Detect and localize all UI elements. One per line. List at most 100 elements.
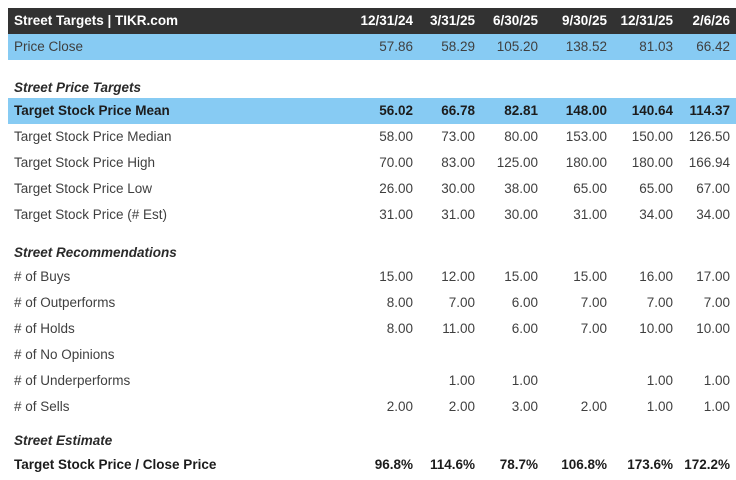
cell-value: 106.8% (561, 457, 607, 473)
row-target-price-high: Target Stock Price High 70.00 83.00 125.… (8, 150, 736, 176)
cell-value: 31.00 (573, 207, 607, 223)
cell-value: 148.00 (544, 98, 613, 124)
spacer (8, 420, 736, 430)
cell-value: 81.03 (613, 34, 679, 60)
cell-value: 16.00 (639, 269, 673, 285)
cell-value (679, 342, 736, 368)
cell-value: 1.00 (703, 373, 730, 389)
cell-value: 6.00 (511, 295, 538, 311)
cell-value: 7.00 (703, 295, 730, 311)
column-header-4: 9/30/25 (544, 8, 613, 34)
cell-value: 1.00 (448, 373, 475, 389)
cell-value (349, 342, 419, 368)
column-header-5: 12/31/25 (613, 8, 679, 34)
row-num-outperforms: # of Outperforms 8.00 7.00 6.00 7.00 7.0… (8, 290, 736, 316)
cell-value: 105.20 (481, 34, 544, 60)
row-target-price-low: Target Stock Price Low 26.00 30.00 38.00… (8, 176, 736, 202)
column-header-3: 6/30/25 (481, 8, 544, 34)
financials-table: Street Targets | TIKR.com 12/31/24 3/31/… (8, 8, 736, 478)
column-header-1: 12/31/24 (349, 8, 419, 34)
cell-value: 31.00 (379, 207, 413, 223)
cell-value: 17.00 (696, 269, 730, 285)
cell-value: 70.00 (379, 155, 413, 171)
cell-value: 78.7% (499, 457, 538, 473)
cell-value: 65.00 (639, 181, 673, 197)
cell-value: 1.00 (511, 373, 538, 389)
row-label: Target Stock Price Median (14, 129, 172, 145)
cell-value: 1.00 (646, 373, 673, 389)
row-label: Target Stock Price (# Est) (14, 207, 168, 223)
column-header-6: 2/6/26 (679, 8, 736, 34)
cell-value: 57.86 (349, 34, 419, 60)
cell-value: 34.00 (696, 207, 730, 223)
cell-value: 67.00 (696, 181, 730, 197)
cell-value: 138.52 (544, 34, 613, 60)
cell-value: 7.00 (580, 321, 607, 337)
cell-value: 26.00 (379, 181, 413, 197)
row-label: Target Stock Price Low (14, 181, 153, 197)
cell-value: 2.00 (580, 399, 607, 415)
cell-value: 30.00 (441, 181, 475, 197)
cell-value: 80.00 (504, 129, 538, 145)
cell-value: 8.00 (386, 321, 413, 337)
cell-value: 150.00 (631, 129, 673, 145)
cell-value: 10.00 (696, 321, 730, 337)
cell-value: 82.81 (481, 98, 544, 124)
cell-value: 12.00 (441, 269, 475, 285)
spacer (8, 60, 736, 78)
cell-value: 96.8% (374, 457, 413, 473)
row-label: Target Stock Price Mean (8, 98, 349, 124)
cell-value: 58.00 (379, 129, 413, 145)
row-num-underperforms: # of Underperforms 1.00 1.00 1.00 1.00 (8, 368, 736, 394)
table-title: Street Targets | TIKR.com (8, 8, 349, 34)
row-label: # of Buys (14, 269, 71, 285)
cell-value: 15.00 (573, 269, 607, 285)
cell-value: 66.42 (679, 34, 736, 60)
cell-value: 66.78 (419, 98, 481, 124)
cell-value: 114.6% (429, 457, 475, 473)
cell-value: 7.00 (646, 295, 673, 311)
cell-value: 73.00 (441, 129, 475, 145)
cell-value: 8.00 (386, 295, 413, 311)
cell-value: 180.00 (631, 155, 673, 171)
row-target-price-num-est: Target Stock Price (# Est) 31.00 31.00 3… (8, 202, 736, 228)
cell-value (419, 342, 481, 368)
cell-value: 140.64 (613, 98, 679, 124)
section-heading-street-estimate: Street Estimate (14, 433, 113, 449)
row-label: Target Stock Price High (14, 155, 156, 171)
cell-value: 15.00 (504, 269, 538, 285)
cell-value: 38.00 (504, 181, 538, 197)
cell-value: 31.00 (441, 207, 475, 223)
cell-value: 3.00 (511, 399, 538, 415)
cell-value (613, 342, 679, 368)
section-heading-street-recommendations: Street Recommendations (14, 245, 177, 261)
row-label: Price Close (8, 34, 349, 60)
spacer (8, 228, 736, 242)
row-price-close: Price Close 57.86 58.29 105.20 138.52 81… (8, 34, 736, 60)
cell-value: 7.00 (580, 295, 607, 311)
row-label: # of No Opinions (14, 347, 115, 363)
cell-value: 34.00 (639, 207, 673, 223)
cell-value (349, 368, 419, 394)
row-num-no-opinions: # of No Opinions (8, 342, 736, 368)
cell-value: 180.00 (565, 155, 607, 171)
cell-value: 58.29 (419, 34, 481, 60)
row-label: # of Outperforms (14, 295, 116, 311)
cell-value: 126.50 (688, 129, 730, 145)
cell-value (544, 342, 613, 368)
cell-value: 6.00 (511, 321, 538, 337)
cell-value: 10.00 (639, 321, 673, 337)
cell-value: 11.00 (442, 321, 475, 337)
cell-value (544, 368, 613, 394)
row-label: # of Sells (14, 399, 70, 415)
row-target-price-mean: Target Stock Price Mean 56.02 66.78 82.8… (8, 98, 736, 124)
cell-value: 173.6% (627, 457, 673, 473)
cell-value: 166.94 (688, 155, 730, 171)
row-target-price-median: Target Stock Price Median 58.00 73.00 80… (8, 124, 736, 150)
cell-value: 2.00 (448, 399, 475, 415)
street-targets-table: Street Targets | TIKR.com 12/31/24 3/31/… (8, 8, 736, 478)
cell-value: 114.37 (679, 98, 736, 124)
cell-value: 1.00 (646, 399, 673, 415)
row-num-sells: # of Sells 2.00 2.00 3.00 2.00 1.00 1.00 (8, 394, 736, 420)
cell-value: 153.00 (565, 129, 607, 145)
